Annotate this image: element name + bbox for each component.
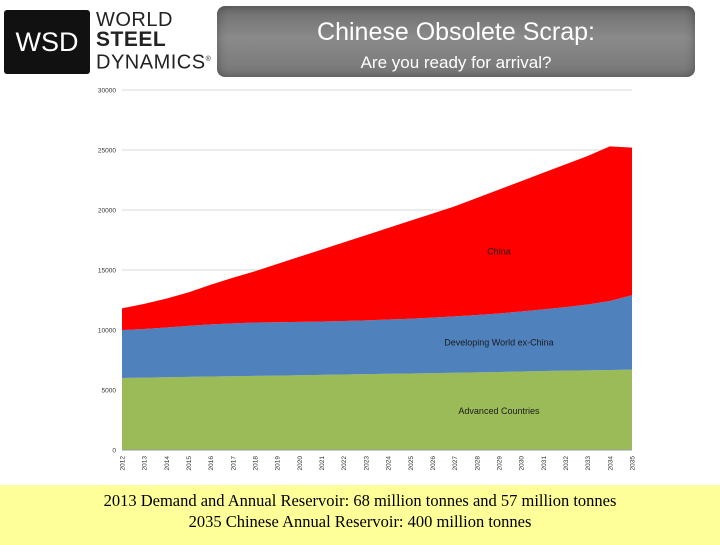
logo-line-1: WORLD — [96, 9, 173, 31]
x-tick-label-2020: 2020 — [297, 456, 304, 471]
x-tick-label-2027: 2027 — [452, 456, 459, 471]
x-tick-label-2019: 2019 — [275, 456, 282, 471]
area-layer — [122, 146, 632, 450]
x-tick-label-2015: 2015 — [186, 456, 193, 471]
y-tick-label-30000: 30000 — [98, 88, 116, 95]
x-tick-label-2025: 2025 — [408, 456, 415, 471]
x-tick-label-2035: 2035 — [630, 456, 637, 471]
y-tick-label-15000: 15000 — [98, 268, 116, 275]
x-tick-label-2021: 2021 — [319, 456, 326, 471]
x-tick-label-2017: 2017 — [230, 456, 237, 471]
y-tick-label-5000: 5000 — [102, 388, 117, 395]
logo-line-3: DYNAMICS® — [96, 50, 211, 73]
banner-title: Chinese Obsolete Scrap: — [317, 18, 595, 46]
caption-box: 2013 Demand and Annual Reservoir: 68 mil… — [0, 485, 720, 545]
x-tick-label-2029: 2029 — [496, 456, 503, 471]
logo-wordmark: WORLD STEEL DYNAMICS® — [96, 10, 211, 73]
x-tick-label-2018: 2018 — [253, 456, 260, 471]
registered-mark: ® — [205, 56, 212, 63]
series-label-china: China — [487, 247, 511, 257]
title-banner: Chinese Obsolete Scrap: Are you ready fo… — [217, 6, 695, 77]
y-tick-label-0: 0 — [112, 448, 116, 455]
wsd-logo: WSD WORLD STEEL DYNAMICS® — [4, 10, 211, 74]
x-tick-label-2030: 2030 — [519, 456, 526, 471]
x-tick-label-2012: 2012 — [120, 456, 127, 471]
series-label-advanced-countries: Advanced Countries — [458, 406, 540, 416]
logo-abbr: WSD — [4, 10, 90, 74]
x-tick-label-2028: 2028 — [474, 456, 481, 471]
banner-subtitle: Are you ready for arrival? — [360, 53, 552, 72]
x-tick-label-2031: 2031 — [541, 456, 548, 471]
x-tick-label-2034: 2034 — [607, 456, 614, 471]
x-tick-label-2013: 2013 — [142, 456, 149, 471]
y-tick-label-10000: 10000 — [98, 328, 116, 335]
x-tick-label-2024: 2024 — [386, 456, 393, 471]
caption-line-2: 2035 Chinese Annual Reservoir: 400 milli… — [188, 512, 532, 531]
chart-svg: Advanced Countries Developing World ex-Ch… — [98, 88, 637, 471]
x-tick-label-2014: 2014 — [164, 456, 171, 471]
y-tick-label-25000: 25000 — [98, 148, 116, 155]
x-tick-label-2023: 2023 — [363, 456, 370, 471]
logo-line-2: STEEL — [96, 28, 167, 51]
area-advanced-countries — [122, 369, 632, 450]
caption-line-1: 2013 Demand and Annual Reservoir: 68 mil… — [103, 491, 617, 510]
axis-layer: 0 5000 10000 15000 20000 25000 30000 2012 2013 20… — [98, 88, 637, 471]
x-tick-label-2033: 2033 — [585, 456, 592, 471]
area-china — [122, 146, 632, 330]
x-tick-label-2022: 2022 — [341, 456, 348, 471]
logo-line-3-text: DYNAMICS — [96, 51, 206, 74]
label-layer: Advanced Countries Developing World ex-Ch… — [444, 247, 553, 416]
x-tick-label-2026: 2026 — [430, 456, 437, 471]
y-tick-label-20000: 20000 — [98, 208, 116, 215]
stacked-area-chart: Advanced Countries Developing World ex-Ch… — [84, 80, 640, 484]
x-tick-label-2032: 2032 — [563, 456, 570, 471]
x-tick-label-2016: 2016 — [208, 456, 215, 471]
series-label-developing-world-ex-china: Developing World ex-China — [444, 338, 553, 348]
area-developing-world-ex-china — [122, 295, 632, 378]
